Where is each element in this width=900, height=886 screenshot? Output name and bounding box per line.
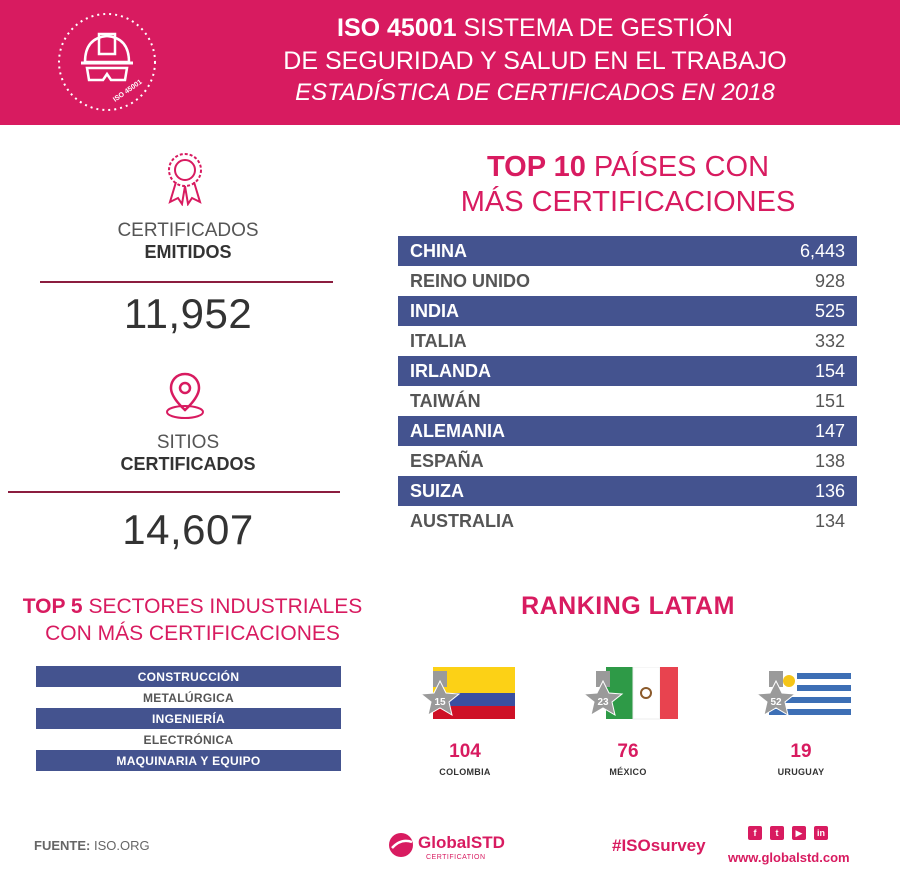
- certificates-label-bold: EMITIDOS: [144, 242, 232, 262]
- country-count: 138: [814, 450, 845, 471]
- uruguay-flag-icon: 52: [755, 667, 857, 719]
- location-pin-icon: [166, 372, 204, 419]
- page-title: ISO 45001 SISTEMA DE GESTIÓN DE SEGURIDA…: [190, 12, 880, 108]
- country-name: ESPAÑA: [410, 450, 484, 471]
- country-name: ALEMANIA: [410, 420, 505, 441]
- award-ribbon-icon: [168, 153, 202, 206]
- twitter-icon[interactable]: t: [770, 826, 784, 840]
- table-row: REINO UNIDO 928: [398, 266, 857, 296]
- top10-table: CHINA 6,443 REINO UNIDO 928 INDIA 525 ITALI…: [398, 236, 857, 536]
- table-row: AUSTRALIA 134: [398, 506, 857, 536]
- list-item: INGENIERÍA: [36, 708, 341, 729]
- list-item: CONSTRUCCIÓN: [36, 666, 341, 687]
- mexico-flag-icon: 23: [582, 666, 687, 720]
- source-label: FUENTE:: [34, 838, 91, 853]
- page-subtitle: ESTADÍSTICA DE CERTIFICADOS EN 2018: [295, 79, 775, 106]
- country-count: 928: [814, 270, 845, 291]
- certificates-label: CERTIFICADOS EMITIDOS: [38, 220, 338, 263]
- table-row: INDIA 525: [398, 296, 857, 326]
- table-row: ESPAÑA 138: [398, 446, 857, 476]
- country-count: 147: [814, 420, 845, 441]
- list-item: MAQUINARIA Y EQUIPO: [36, 750, 341, 771]
- facebook-icon[interactable]: f: [748, 826, 762, 840]
- country-count: 134: [814, 510, 845, 531]
- sites-label-bold: CERTIFICADOS: [120, 454, 256, 474]
- certificates-divider: [40, 281, 333, 283]
- country-name: ITALIA: [410, 330, 467, 351]
- country-name: TAIWÁN: [410, 390, 481, 411]
- country-name: IRLANDA: [410, 360, 491, 381]
- rank-number: 52: [770, 697, 782, 708]
- country-name: CHINA: [410, 240, 467, 261]
- country-count: 154: [814, 360, 845, 381]
- latam-title: RANKING LATAM: [521, 592, 735, 620]
- latam-country-name: MÉXICO: [609, 767, 647, 777]
- latam-country-name: URUGUAY: [777, 767, 825, 777]
- sites-value: 14,607: [122, 506, 254, 553]
- certificates-value: 11,952: [123, 290, 253, 337]
- list-item: ELECTRÓNICA: [36, 729, 341, 750]
- list-item: METALÚRGICA: [36, 687, 341, 708]
- top5-title: TOP 5 SECTORES INDUSTRIALES CON MÁS CERT…: [22, 595, 363, 645]
- title-bold: ISO 45001: [337, 14, 457, 42]
- hard-hat-badge-icon: ISO 45001: [58, 13, 156, 111]
- logo-text: GlobalSTD: [418, 833, 505, 852]
- table-row: IRLANDA 154: [398, 356, 857, 386]
- title-rest: SISTEMA DE GESTIÓN: [456, 14, 733, 42]
- hashtag: #ISOsurvey: [612, 836, 706, 855]
- header-banner: ISO 45001 ISO 45001 SISTEMA DE GESTIÓN D…: [0, 0, 900, 125]
- country-name: REINO UNIDO: [410, 270, 531, 291]
- rank-number: 15: [434, 697, 446, 708]
- latam-value: 104: [449, 741, 481, 762]
- youtube-icon[interactable]: ▶: [792, 826, 806, 840]
- linkedin-icon[interactable]: in: [814, 826, 828, 840]
- country-count: 525: [814, 300, 845, 321]
- country-name: SUIZA: [410, 480, 464, 501]
- country-count: 151: [814, 390, 845, 411]
- source-note: FUENTE: ISO.ORG: [34, 838, 150, 853]
- table-row: CHINA 6,443: [398, 236, 857, 266]
- top10-title: TOP 10 PAÍSES CON MÁS CERTIFICACIONES: [460, 151, 796, 218]
- social-links: f t ▶ in: [748, 826, 828, 840]
- table-row: ALEMANIA 147: [398, 416, 857, 446]
- country-count: 332: [814, 330, 845, 351]
- logo-sub: CERTIFICATION: [426, 854, 486, 861]
- website-link[interactable]: www.globalstd.com: [728, 850, 850, 865]
- colombia-flag-icon: 15: [419, 667, 515, 719]
- table-row: ITALIA 332: [398, 326, 857, 356]
- sectors-list: CONSTRUCCIÓN METALÚRGICA INGENIERÍA ELEC…: [36, 666, 341, 771]
- country-name: AUSTRALIA: [410, 510, 514, 531]
- rank-number: 23: [597, 697, 609, 708]
- globalstd-logo: GlobalSTD CERTIFICATION: [389, 833, 505, 861]
- latam-country-uruguay: 52 19 URUGUAY: [736, 667, 866, 777]
- country-count: 136: [814, 480, 845, 501]
- table-row: SUIZA 136: [398, 476, 857, 506]
- latam-value: 19: [790, 741, 812, 762]
- sites-label: SITIOS CERTIFICADOS: [38, 432, 338, 475]
- country-count: 6,443: [799, 240, 845, 261]
- badge-text: ISO 45001: [112, 79, 144, 104]
- country-name: INDIA: [410, 300, 459, 321]
- latam-country-mexico: 23 76 MÉXICO: [563, 666, 693, 777]
- sites-divider: [8, 491, 340, 493]
- latam-country-name: COLOMBIA: [439, 767, 491, 777]
- title-line2: DE SEGURIDAD Y SALUD EN EL TRABAJO: [283, 47, 787, 75]
- table-row: TAIWÁN 151: [398, 386, 857, 416]
- source-value: ISO.ORG: [90, 838, 150, 853]
- latam-country-colombia: 15 104 COLOMBIA: [400, 667, 530, 777]
- latam-value: 76: [617, 741, 639, 762]
